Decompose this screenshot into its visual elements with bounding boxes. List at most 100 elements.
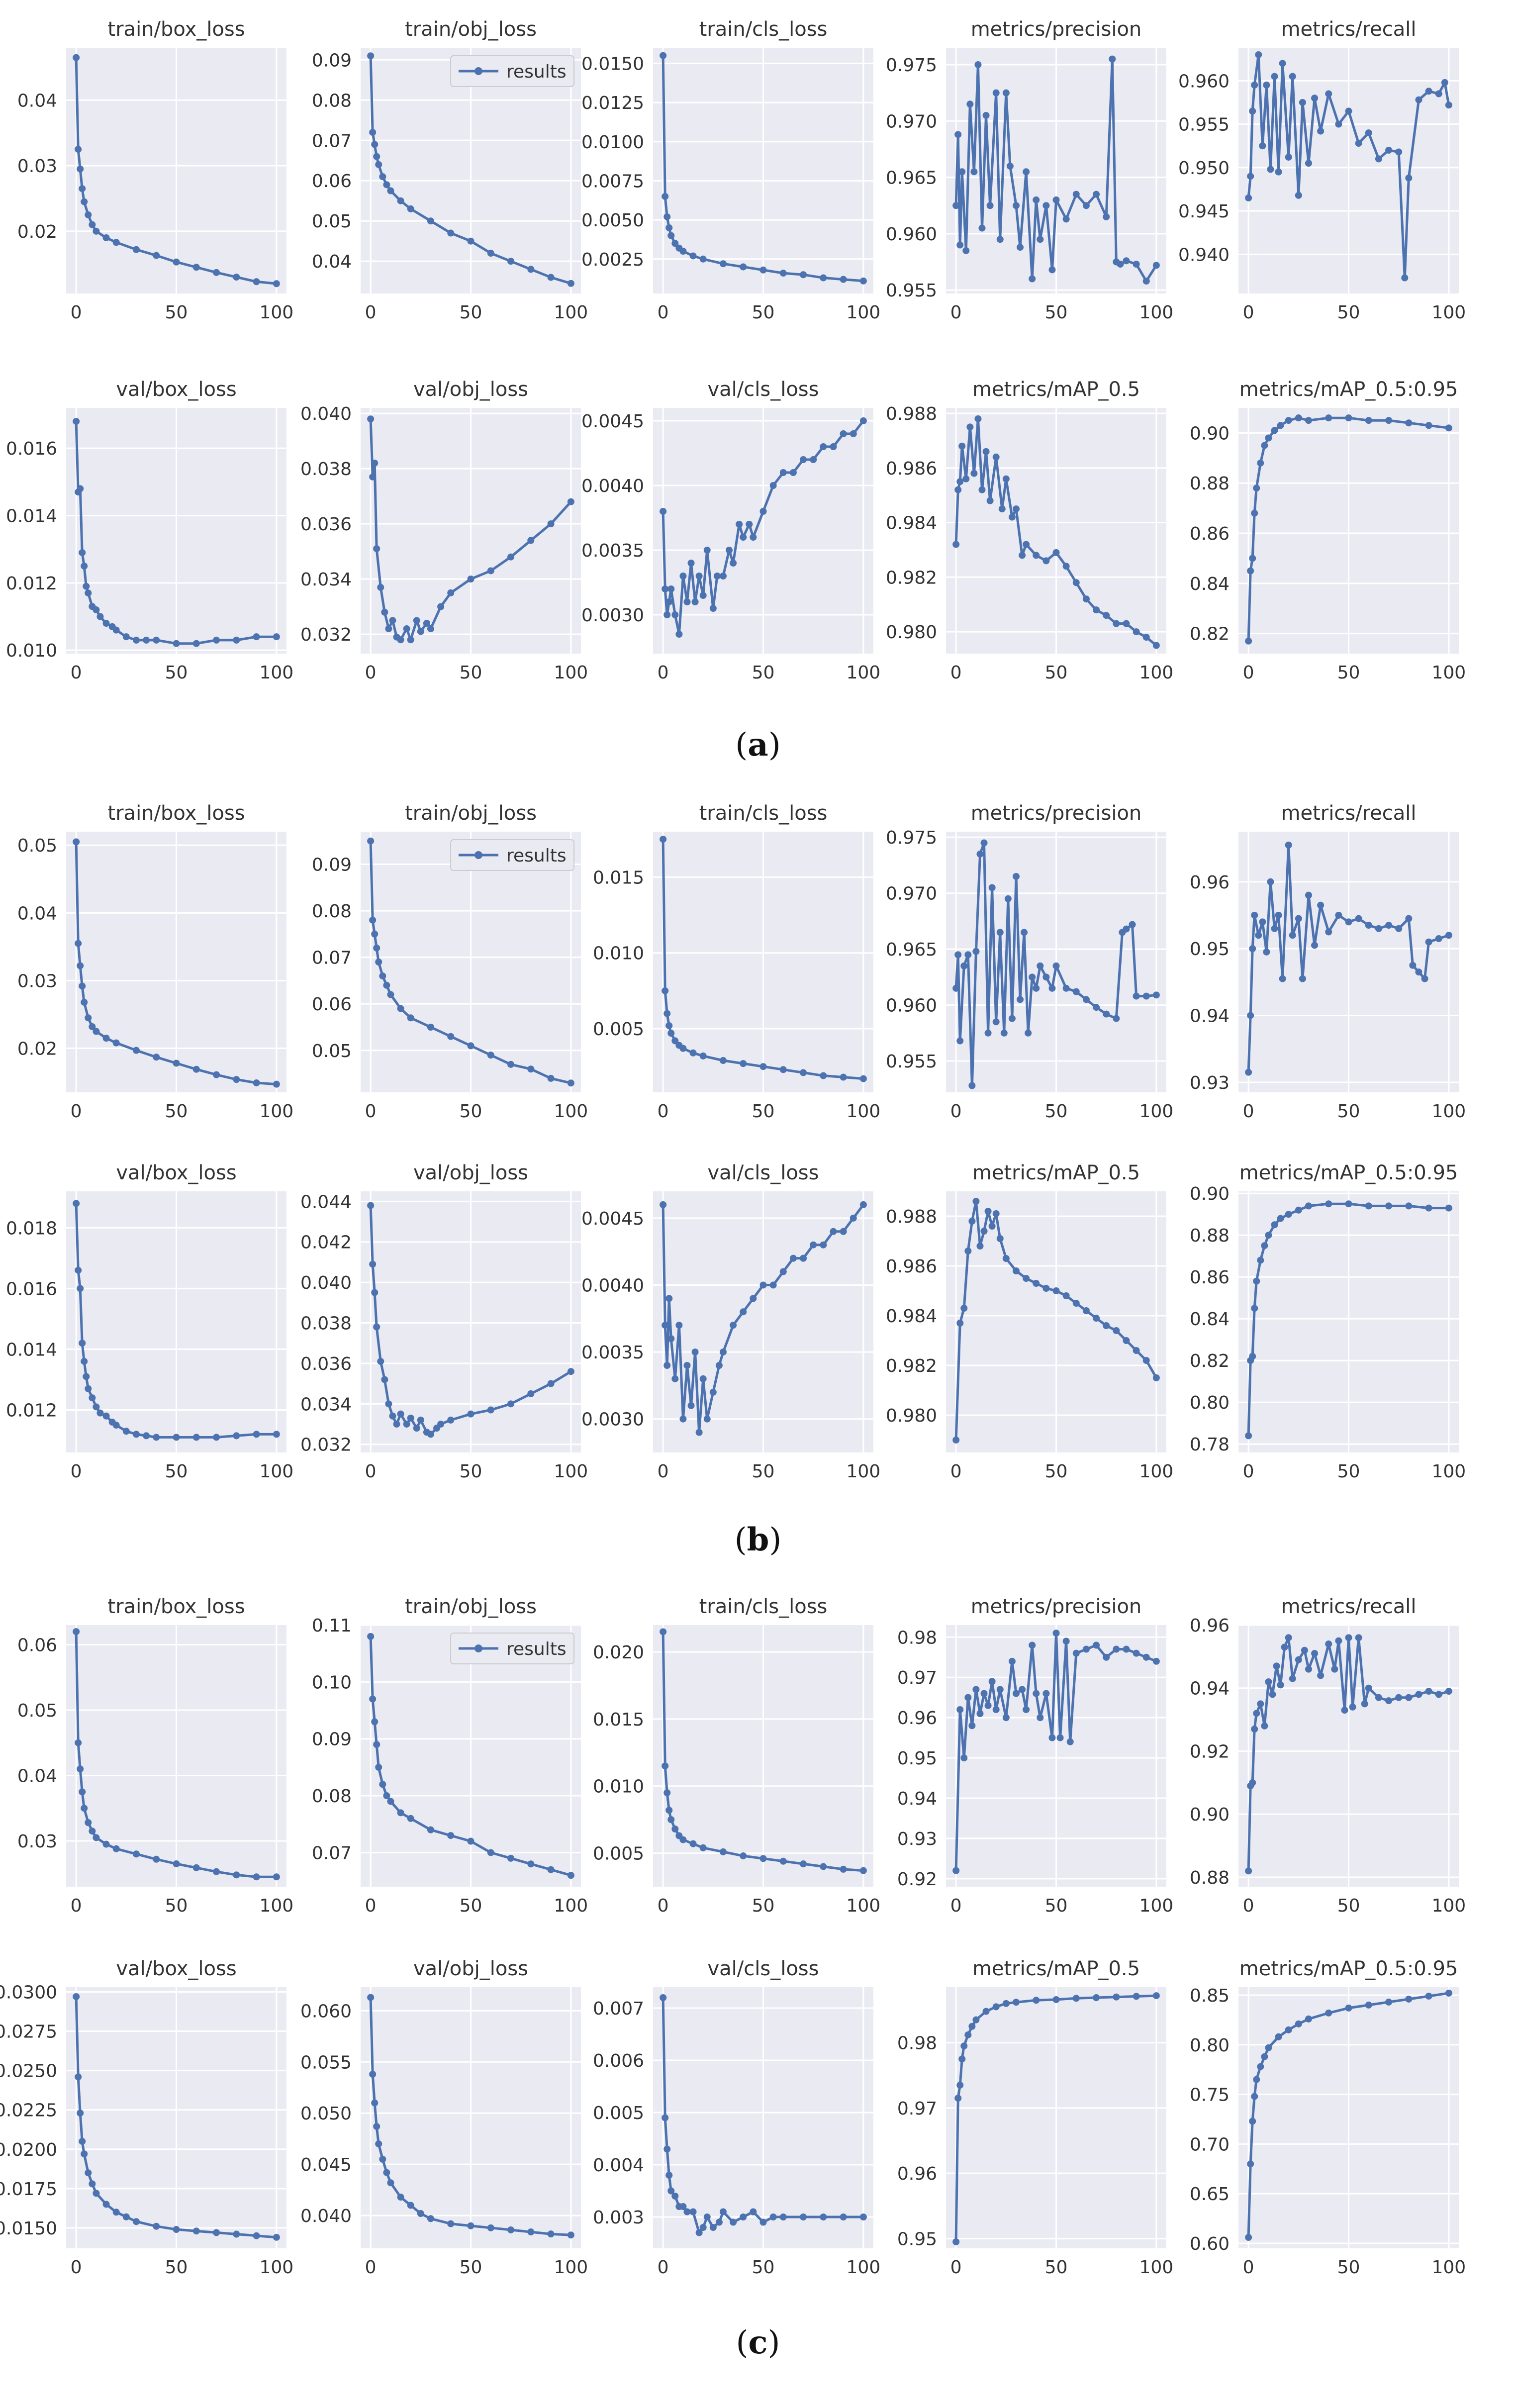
chart-b-8-point bbox=[960, 1305, 968, 1312]
chart-b-9-point bbox=[1277, 1215, 1284, 1222]
chart-a-3-point bbox=[1133, 261, 1140, 268]
chart-c-6-point bbox=[373, 2123, 380, 2130]
chart-c-7-xtick-label: 0 bbox=[658, 2257, 669, 2278]
chart-b-1-xtick-label: 50 bbox=[460, 1101, 482, 1122]
chart-a-7-point bbox=[859, 417, 867, 424]
chart-a-8-xtick-label: 50 bbox=[1045, 663, 1068, 683]
chart-b-9-point bbox=[1445, 1204, 1452, 1212]
chart-c-0-point bbox=[85, 1819, 92, 1827]
chart-c-6-xtick-label: 100 bbox=[554, 2257, 588, 2278]
chart-c-2-point bbox=[740, 1852, 747, 1859]
chart-a-7-point bbox=[663, 611, 671, 618]
chart-c-6-point bbox=[375, 2140, 382, 2147]
chart-a-6-point bbox=[397, 636, 404, 644]
chart-a-5-point bbox=[132, 636, 140, 644]
chart-a-2-point bbox=[663, 213, 671, 220]
chart-c-1-point bbox=[447, 1832, 455, 1839]
chart-c-4-title: metrics/recall bbox=[1281, 1595, 1416, 1618]
chart-a-4-point bbox=[1425, 88, 1432, 95]
chart-b-7: 0.0030 0.0035 0.0040 0.0045 0 50 100 val/cls_lo… bbox=[581, 1161, 880, 1482]
chart-b-3-point bbox=[988, 884, 996, 891]
chart-b-4-xtick-label: 100 bbox=[1432, 1101, 1466, 1122]
chart-b-3-point bbox=[1000, 1029, 1008, 1037]
chart-a-6-point bbox=[371, 460, 379, 467]
chart-b-0-point bbox=[77, 962, 84, 969]
chart-a-6-point bbox=[427, 625, 434, 633]
chart-a-7-point bbox=[726, 547, 733, 554]
chart-c-1: 0.07 0.08 0.09 0.10 0.11 0 50 100 train/obj_loss… bbox=[312, 1595, 588, 1916]
chart-b-4: 0.93 0.94 0.95 0.96 0 50 100 metrics/recall bbox=[1190, 802, 1466, 1122]
chart-a-5-ytick-label: 0.012 bbox=[6, 574, 57, 594]
chart-b-4-point bbox=[1285, 841, 1292, 849]
chart-a-1-point bbox=[567, 280, 574, 287]
chart-b-1-point bbox=[371, 930, 379, 938]
chart-b-6: 0.032 0.034 0.036 0.038 0.040 0.042 0.044 0 50 10… bbox=[300, 1161, 588, 1482]
chart-b-8-point bbox=[1113, 1327, 1120, 1334]
chart-c-4-point bbox=[1261, 1722, 1268, 1730]
chart-a-6-xtick-label: 100 bbox=[554, 663, 588, 683]
chart-b-9-title: metrics/mAP_0.5:0.95 bbox=[1239, 1161, 1458, 1184]
chart-c-9-point bbox=[1257, 2063, 1264, 2070]
chart-b-5-point bbox=[102, 1412, 110, 1420]
chart-a-4-point bbox=[1445, 101, 1452, 109]
chart-c-7-ytick-label: 0.006 bbox=[593, 2051, 644, 2071]
chart-a-6-point bbox=[437, 603, 445, 610]
chart-c-3-point bbox=[1072, 1649, 1080, 1657]
chart-c-4-point bbox=[1331, 1665, 1338, 1673]
chart-a-6-point bbox=[507, 553, 515, 561]
chart-c-0-point bbox=[153, 1855, 160, 1863]
chart-b-8-title: metrics/mAP_0.5 bbox=[972, 1161, 1140, 1184]
chart-b-7-point bbox=[769, 1281, 777, 1289]
chart-c-2: 0.005 0.010 0.015 0.020 0 50 100 train/cls_loss bbox=[593, 1595, 880, 1916]
chart-a-4: 0.940 0.945 0.950 0.955 0.960 0 50 100 metrics/r… bbox=[1178, 18, 1466, 323]
chart-c-0-point bbox=[77, 1765, 84, 1773]
chart-a-3-point bbox=[974, 61, 982, 68]
chart-a-1-point bbox=[407, 205, 414, 212]
chart-a-9-title: metrics/mAP_0.5:0.95 bbox=[1239, 378, 1458, 401]
chart-b-2-ytick-label: 0.015 bbox=[593, 867, 644, 888]
chart-b-0-point bbox=[192, 1065, 200, 1073]
chart-c-8-point bbox=[1002, 2000, 1010, 2007]
chart-c-0-point bbox=[73, 1628, 80, 1636]
chart-a-3-point bbox=[1123, 257, 1130, 265]
chart-c-5-point bbox=[213, 2229, 220, 2236]
chart-a-0-point bbox=[253, 278, 260, 286]
chart-c-9-point bbox=[1345, 2004, 1352, 2012]
chart-a-6-point bbox=[377, 583, 384, 591]
chart-c-1-ytick-label: 0.07 bbox=[312, 1843, 352, 1863]
chart-a-7-point bbox=[713, 573, 721, 579]
chart-b-9-point bbox=[1271, 1221, 1278, 1229]
chart-c-2-ytick-label: 0.020 bbox=[593, 1642, 644, 1663]
chart-a-4-point bbox=[1275, 168, 1282, 176]
chart-c-2-point bbox=[671, 1826, 679, 1833]
chart-b-0-point bbox=[73, 838, 80, 846]
chart-a-3-point bbox=[1006, 162, 1014, 170]
chart-c-4-point bbox=[1281, 1643, 1288, 1651]
chart-c-0-point bbox=[75, 1739, 82, 1746]
chart-a-3-xtick-label: 50 bbox=[1045, 302, 1068, 323]
chart-b-5-xtick-label: 100 bbox=[260, 1461, 294, 1482]
chart-c-6-point bbox=[379, 2155, 386, 2163]
chart-a-3-point bbox=[1142, 278, 1150, 285]
chart-c-4-point bbox=[1301, 1646, 1308, 1654]
chart-c-8-point bbox=[1012, 1999, 1020, 2006]
chart-c-4-point bbox=[1345, 1634, 1352, 1641]
chart-c-7: 0.003 0.004 0.005 0.006 0.007 0 50 100 val/cls_l… bbox=[593, 1957, 880, 2278]
chart-a-4-xtick-label: 100 bbox=[1432, 302, 1466, 323]
chart-c-9-point bbox=[1249, 2118, 1256, 2125]
chart-c-6-ytick-label: 0.060 bbox=[300, 2001, 352, 2022]
chart-a-1-point bbox=[487, 250, 494, 257]
chart-b-5-xtick-label: 0 bbox=[71, 1461, 82, 1482]
chart-a-1-point bbox=[387, 187, 394, 194]
chart-a-9-ytick-label: 0.86 bbox=[1190, 524, 1230, 544]
chart-a-7-point bbox=[695, 573, 703, 579]
chart-a-6-point bbox=[373, 545, 380, 553]
chart-c-7-point bbox=[683, 2208, 691, 2215]
chart-b-4-title: metrics/recall bbox=[1281, 802, 1416, 825]
chart-b-6-point bbox=[381, 1376, 388, 1383]
chart-c-3-point bbox=[1052, 1630, 1060, 1637]
chart-b-4-point bbox=[1289, 932, 1296, 939]
chart-a-6-point bbox=[369, 473, 377, 481]
chart-a-3-point bbox=[1012, 202, 1020, 209]
chart-c-6-point bbox=[487, 2224, 494, 2231]
